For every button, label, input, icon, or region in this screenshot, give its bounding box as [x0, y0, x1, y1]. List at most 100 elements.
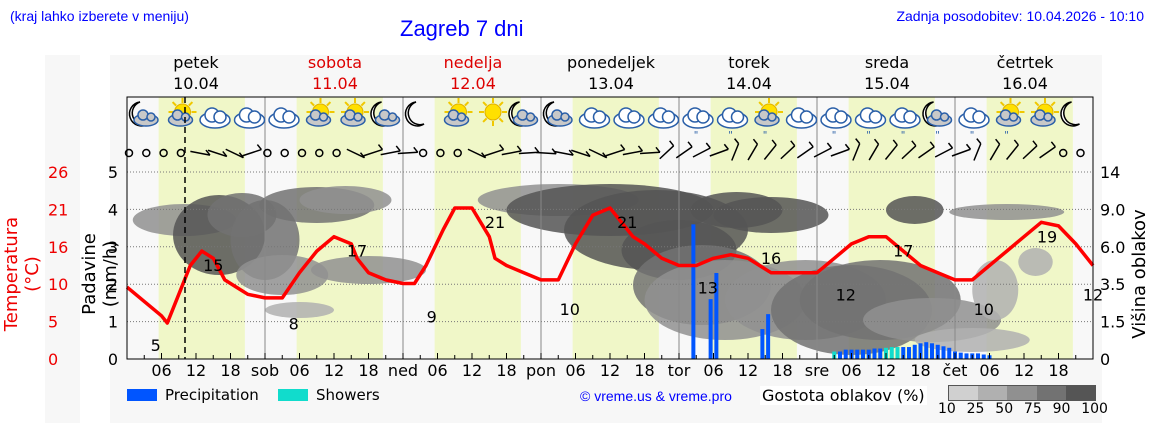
svg-text:0: 0 — [48, 350, 58, 369]
cloud-rain-icon: " — [958, 107, 990, 141]
svg-text:18: 18 — [220, 361, 240, 380]
cloud-rain-icon: " — [682, 107, 714, 141]
region-hint-link[interactable]: (kraj lahko izberete v meniju) — [10, 8, 189, 24]
svg-text:pon: pon — [526, 361, 556, 380]
svg-text:06: 06 — [565, 361, 585, 380]
svg-text:21: 21 — [48, 200, 68, 219]
day-header-5: sreda 15.04 — [864, 53, 910, 93]
svg-text:12: 12 — [462, 361, 482, 380]
cloud-rain-icon: " — [716, 107, 749, 141]
svg-text:ned: ned — [388, 361, 418, 380]
weather-icons: " " " " " " " " " — [128, 98, 1080, 141]
legend-precipitation: Precipitation — [127, 386, 259, 404]
svg-text:": " — [1004, 130, 1009, 141]
svg-text:12: 12 — [1014, 361, 1034, 380]
svg-text:0: 0 — [108, 350, 118, 369]
svg-text:26: 26 — [48, 163, 68, 182]
precipitation-legend-label: Precipitation — [165, 386, 259, 404]
cloud-icon — [647, 107, 680, 129]
page-title: Zagreb 7 dni — [400, 16, 524, 41]
moon-cloud-icon — [508, 101, 539, 127]
svg-text:3: 3 — [108, 238, 118, 257]
grid-lines — [127, 97, 1093, 359]
svg-text:21: 21 — [617, 213, 637, 232]
moon-cloud-icon — [128, 101, 159, 127]
svg-text:06: 06 — [151, 361, 171, 380]
svg-text:1: 1 — [108, 313, 118, 332]
day-header-6: četrtek 16.04 — [996, 53, 1054, 93]
cloud-density-ticks: 10 25 50 75 90 100 — [938, 401, 1108, 417]
svg-text:": " — [935, 130, 940, 141]
svg-text:12: 12 — [738, 361, 758, 380]
svg-text:čet: čet — [943, 361, 968, 380]
svg-text:": " — [832, 130, 837, 141]
cloud-density-scale — [948, 385, 1096, 401]
svg-text:12: 12 — [876, 361, 896, 380]
moon-cloud-icon — [542, 101, 573, 127]
chart-axes: 06 12 18 sob 06 12 18 ned 06 12 18 pon 06 12 18 tor 06 12… — [48, 96, 1125, 380]
cloud-rain-icon: " — [854, 107, 887, 141]
svg-text:12: 12 — [324, 361, 344, 380]
svg-text:4: 4 — [108, 200, 118, 219]
showers-swatch — [278, 389, 308, 401]
svg-text:": " — [866, 130, 871, 141]
cloud-icon — [613, 107, 645, 129]
svg-text:9: 9 — [427, 307, 437, 326]
copyright-link[interactable]: © vreme.us & vreme.pro — [580, 388, 732, 404]
svg-text:18: 18 — [1048, 361, 1068, 380]
legend-showers: Showers — [278, 386, 380, 404]
svg-text:5: 5 — [48, 313, 58, 332]
svg-text:3.5: 3.5 — [1100, 275, 1125, 294]
svg-text:12: 12 — [186, 361, 206, 380]
svg-text:6.0: 6.0 — [1100, 238, 1125, 257]
svg-text:17: 17 — [347, 242, 367, 261]
svg-text:16: 16 — [761, 249, 781, 268]
wind-barbs — [124, 138, 1085, 161]
svg-text:14: 14 — [1100, 163, 1120, 182]
cloud-icon — [233, 107, 266, 129]
svg-text:8: 8 — [289, 314, 299, 333]
svg-text:06: 06 — [427, 361, 447, 380]
cloud-icon — [578, 107, 611, 129]
svg-text:13: 13 — [698, 279, 718, 298]
svg-text:": " — [901, 130, 906, 141]
sun-icon — [479, 98, 507, 126]
svg-text:12: 12 — [836, 286, 856, 305]
svg-text:": " — [970, 130, 975, 141]
precipitation-swatch — [127, 389, 157, 401]
svg-text:sob: sob — [251, 361, 279, 380]
svg-text:15: 15 — [203, 256, 223, 275]
svg-text:5: 5 — [108, 163, 118, 182]
svg-text:": " — [763, 130, 768, 141]
svg-text:19: 19 — [1037, 227, 1057, 246]
cloud-density-title: Gostota oblakov (%) — [760, 386, 927, 405]
sun-cloud-icon — [340, 98, 369, 127]
svg-text:18: 18 — [634, 361, 654, 380]
showers-legend-label: Showers — [316, 386, 380, 404]
svg-text:sre: sre — [805, 361, 829, 380]
day-header-3: ponedeljek 13.04 — [567, 53, 655, 93]
svg-text:0: 0 — [1100, 350, 1110, 369]
cloud-rain-icon: " — [820, 107, 852, 141]
svg-text:06: 06 — [841, 361, 861, 380]
svg-text:12: 12 — [600, 361, 620, 380]
sun-cloud-icon — [305, 98, 335, 127]
cloud-rain-icon: " — [889, 107, 921, 141]
svg-text:16: 16 — [48, 238, 68, 257]
day-header-1: sobota 11.04 — [307, 53, 363, 93]
cloud-icon — [268, 107, 300, 129]
svg-text:18: 18 — [358, 361, 378, 380]
moon-icon — [404, 101, 425, 127]
svg-text:tor: tor — [668, 361, 691, 380]
svg-text:": " — [694, 130, 699, 141]
last-updated: Zadnja posodobitev: 10.04.2026 - 10:10 — [896, 8, 1144, 24]
moon-cloud-icon — [370, 101, 401, 127]
day-header-4: torek 14.04 — [726, 53, 772, 93]
svg-text:": " — [728, 130, 733, 141]
cloud-icon — [785, 107, 818, 129]
svg-text:06: 06 — [703, 361, 723, 380]
svg-text:10: 10 — [974, 300, 994, 319]
svg-text:18: 18 — [910, 361, 930, 380]
